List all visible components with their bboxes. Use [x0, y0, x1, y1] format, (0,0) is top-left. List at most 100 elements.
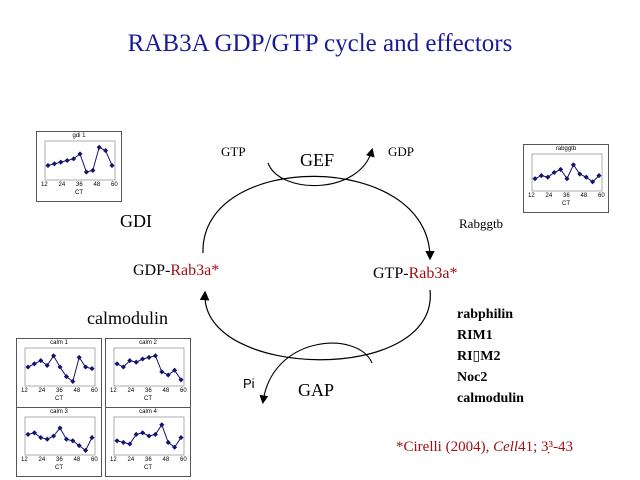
gef-exchange-arc	[267, 147, 375, 187]
citation-rest: 41; 3̣³-43	[518, 439, 573, 455]
mini-chart-title: rabggtb	[555, 146, 577, 152]
x-tick-label: 60	[180, 388, 187, 394]
mini-chart-calm2: calm 2 12 24 36 48 60 CT	[105, 338, 191, 408]
gtp-prefix: GTP-	[373, 265, 409, 282]
gap-label: GAP	[298, 380, 335, 400]
effector-item: Noc2	[457, 370, 488, 385]
citation-journal: Cell	[493, 439, 519, 455]
data-point	[140, 430, 146, 436]
slide-title: RAB3A GDP/GTP cycle and effectors	[127, 30, 513, 57]
x-tick-label: 48	[162, 457, 170, 463]
x-tick-label: 36	[145, 457, 152, 463]
data-point	[51, 161, 57, 167]
x-axis-label: CT	[144, 465, 152, 471]
mini-chart-title: calm 4	[139, 409, 157, 415]
data-point	[58, 159, 64, 165]
gdp-rab3a-protein: Rab3a*	[170, 262, 220, 279]
data-point	[31, 430, 37, 436]
data-point	[45, 162, 51, 168]
effector-item: calmodulin	[457, 391, 524, 406]
mini-chart-calm4: calm 4 12 24 36 48 60 CT	[105, 407, 191, 477]
x-axis-label: CT	[144, 396, 152, 402]
gtp-rab3a-state: GTP-Rab3a*	[373, 265, 457, 283]
data-point	[538, 173, 544, 179]
data-point	[159, 422, 165, 428]
series-line	[47, 146, 113, 173]
x-tick-label: 48	[580, 193, 588, 199]
mini-chart-title: calm 2	[139, 340, 157, 346]
data-point	[109, 162, 115, 168]
data-point	[146, 354, 152, 360]
mini-chart-title: calm 3	[50, 409, 68, 415]
data-point	[63, 436, 69, 442]
mini-chart-plot	[113, 416, 185, 456]
data-point	[25, 364, 31, 370]
mini-chart-plot	[24, 416, 96, 456]
data-point	[77, 151, 83, 157]
data-point	[90, 167, 96, 173]
plot-frame	[113, 416, 185, 456]
data-point	[532, 176, 538, 182]
effector-item: rabphilin	[457, 307, 514, 322]
x-tick-label: 48	[162, 388, 170, 394]
data-point	[159, 369, 165, 375]
x-tick-label: 48	[93, 182, 101, 188]
data-point	[152, 353, 158, 359]
data-point	[96, 144, 102, 150]
x-tick-label: 12	[528, 193, 535, 199]
x-tick-label: 12	[21, 457, 28, 463]
x-tick-label: 60	[91, 388, 98, 394]
data-point	[564, 176, 570, 182]
data-point	[103, 148, 109, 154]
mini-chart-plot	[24, 347, 96, 387]
plot-frame	[531, 153, 603, 192]
rabggtb-label: Rabggtb	[459, 216, 504, 231]
x-tick-label: 36	[563, 193, 570, 199]
data-point	[120, 439, 126, 445]
data-point	[89, 435, 95, 441]
x-tick-label: 12	[110, 388, 117, 394]
x-tick-label: 24	[38, 388, 46, 394]
x-tick-label: 48	[73, 388, 81, 394]
mini-chart-calm1: calm 1 12 24 36 48 60 CT	[16, 338, 102, 408]
activation-arc	[202, 175, 435, 261]
x-tick-label: 36	[145, 388, 152, 394]
data-point	[114, 438, 120, 444]
data-point	[140, 356, 146, 362]
x-tick-label: 36	[56, 388, 63, 394]
mini-chart-calm3: calm 3 12 24 36 48 60 CT	[16, 407, 102, 477]
x-tick-label: 48	[73, 457, 81, 463]
x-tick-label: 24	[38, 457, 46, 463]
x-tick-label: 60	[111, 182, 118, 188]
citation-prefix: *Cirelli (2004),	[396, 439, 494, 455]
data-point	[31, 361, 37, 367]
gef-label: GEF	[300, 150, 335, 170]
x-tick-label: 36	[56, 457, 63, 463]
x-tick-label: 24	[127, 457, 135, 463]
mini-chart-rabggtb: rabggtb 12 24 36 48 60 CT	[523, 144, 609, 213]
mini-chart-plot	[113, 347, 185, 387]
data-point	[51, 353, 57, 359]
data-point	[596, 173, 602, 179]
mini-chart-plot	[44, 140, 116, 181]
data-point	[83, 169, 89, 175]
series-line	[27, 427, 93, 452]
mini-chart-title: gdi 1	[72, 133, 86, 139]
effector-item: RI▯M2	[457, 349, 501, 364]
x-tick-label: 24	[545, 193, 553, 199]
x-tick-label: 12	[21, 388, 28, 394]
x-tick-label: 36	[76, 182, 83, 188]
gtp-input-label: GTP	[221, 144, 246, 159]
gdi-label: GDI	[120, 211, 152, 231]
x-tick-label: 12	[41, 182, 48, 188]
x-tick-label: 12	[110, 457, 117, 463]
effector-list: rabphilin RIM1 RI▯M2 Noc2 calmodulin	[457, 304, 524, 409]
data-point	[25, 431, 31, 437]
x-axis-label: CT	[75, 190, 83, 196]
data-point	[89, 366, 95, 372]
x-tick-label: 60	[598, 193, 605, 199]
calmodulin-label: calmodulin	[87, 308, 168, 328]
x-axis-label: CT	[55, 396, 63, 402]
plot-frame	[24, 347, 96, 387]
x-axis-label: CT	[562, 201, 570, 207]
